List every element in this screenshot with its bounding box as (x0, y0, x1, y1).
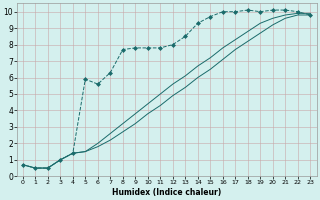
X-axis label: Humidex (Indice chaleur): Humidex (Indice chaleur) (112, 188, 221, 197)
